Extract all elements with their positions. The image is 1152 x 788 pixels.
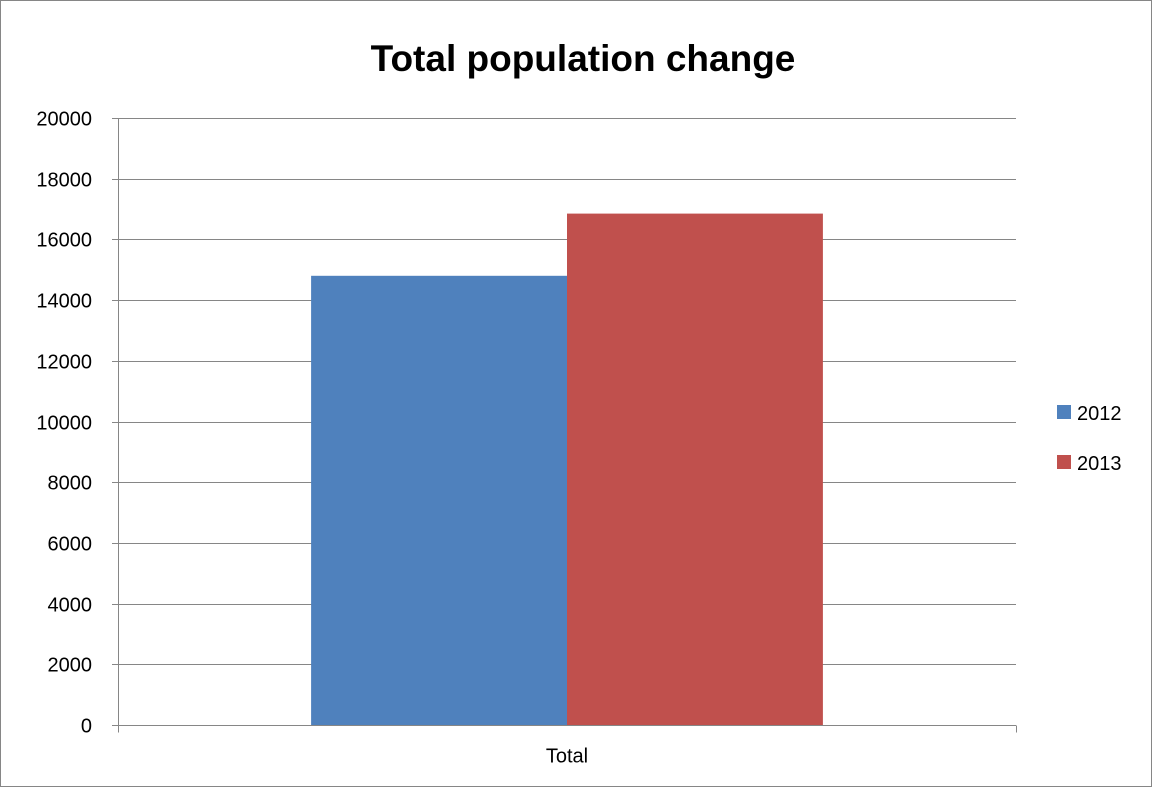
y-tick-label: 2000 [48,655,93,677]
y-axis-ticks: 0 2000 4000 6000 8000 10000 12000 14000 16000 180… [36,109,119,738]
y-tick-label: 20000 [36,109,92,131]
legend-label-2012: 2012 [1077,403,1122,425]
y-tick-label: 16000 [36,230,92,252]
y-tick-label: 14000 [36,291,92,313]
bars [311,213,823,725]
legend: 2012 2013 [1057,403,1122,475]
y-tick-label: 8000 [48,473,93,495]
legend-label-2013: 2013 [1077,453,1122,475]
y-tick-label: 4000 [48,595,93,617]
legend-swatch-2013 [1057,455,1071,469]
y-tick-label: 6000 [48,534,93,556]
bar-2013-total [567,213,823,725]
x-tick-label: Total [546,746,588,768]
bar-2012-total [311,275,567,725]
y-tick-label: 0 [81,716,92,738]
legend-swatch-2012 [1057,405,1071,419]
y-tick-label: 12000 [36,352,92,374]
y-tick-label: 18000 [36,170,92,192]
y-tick-label: 10000 [36,413,92,435]
chart-title: Total population change [371,38,796,79]
x-axis: Total [118,725,1017,768]
